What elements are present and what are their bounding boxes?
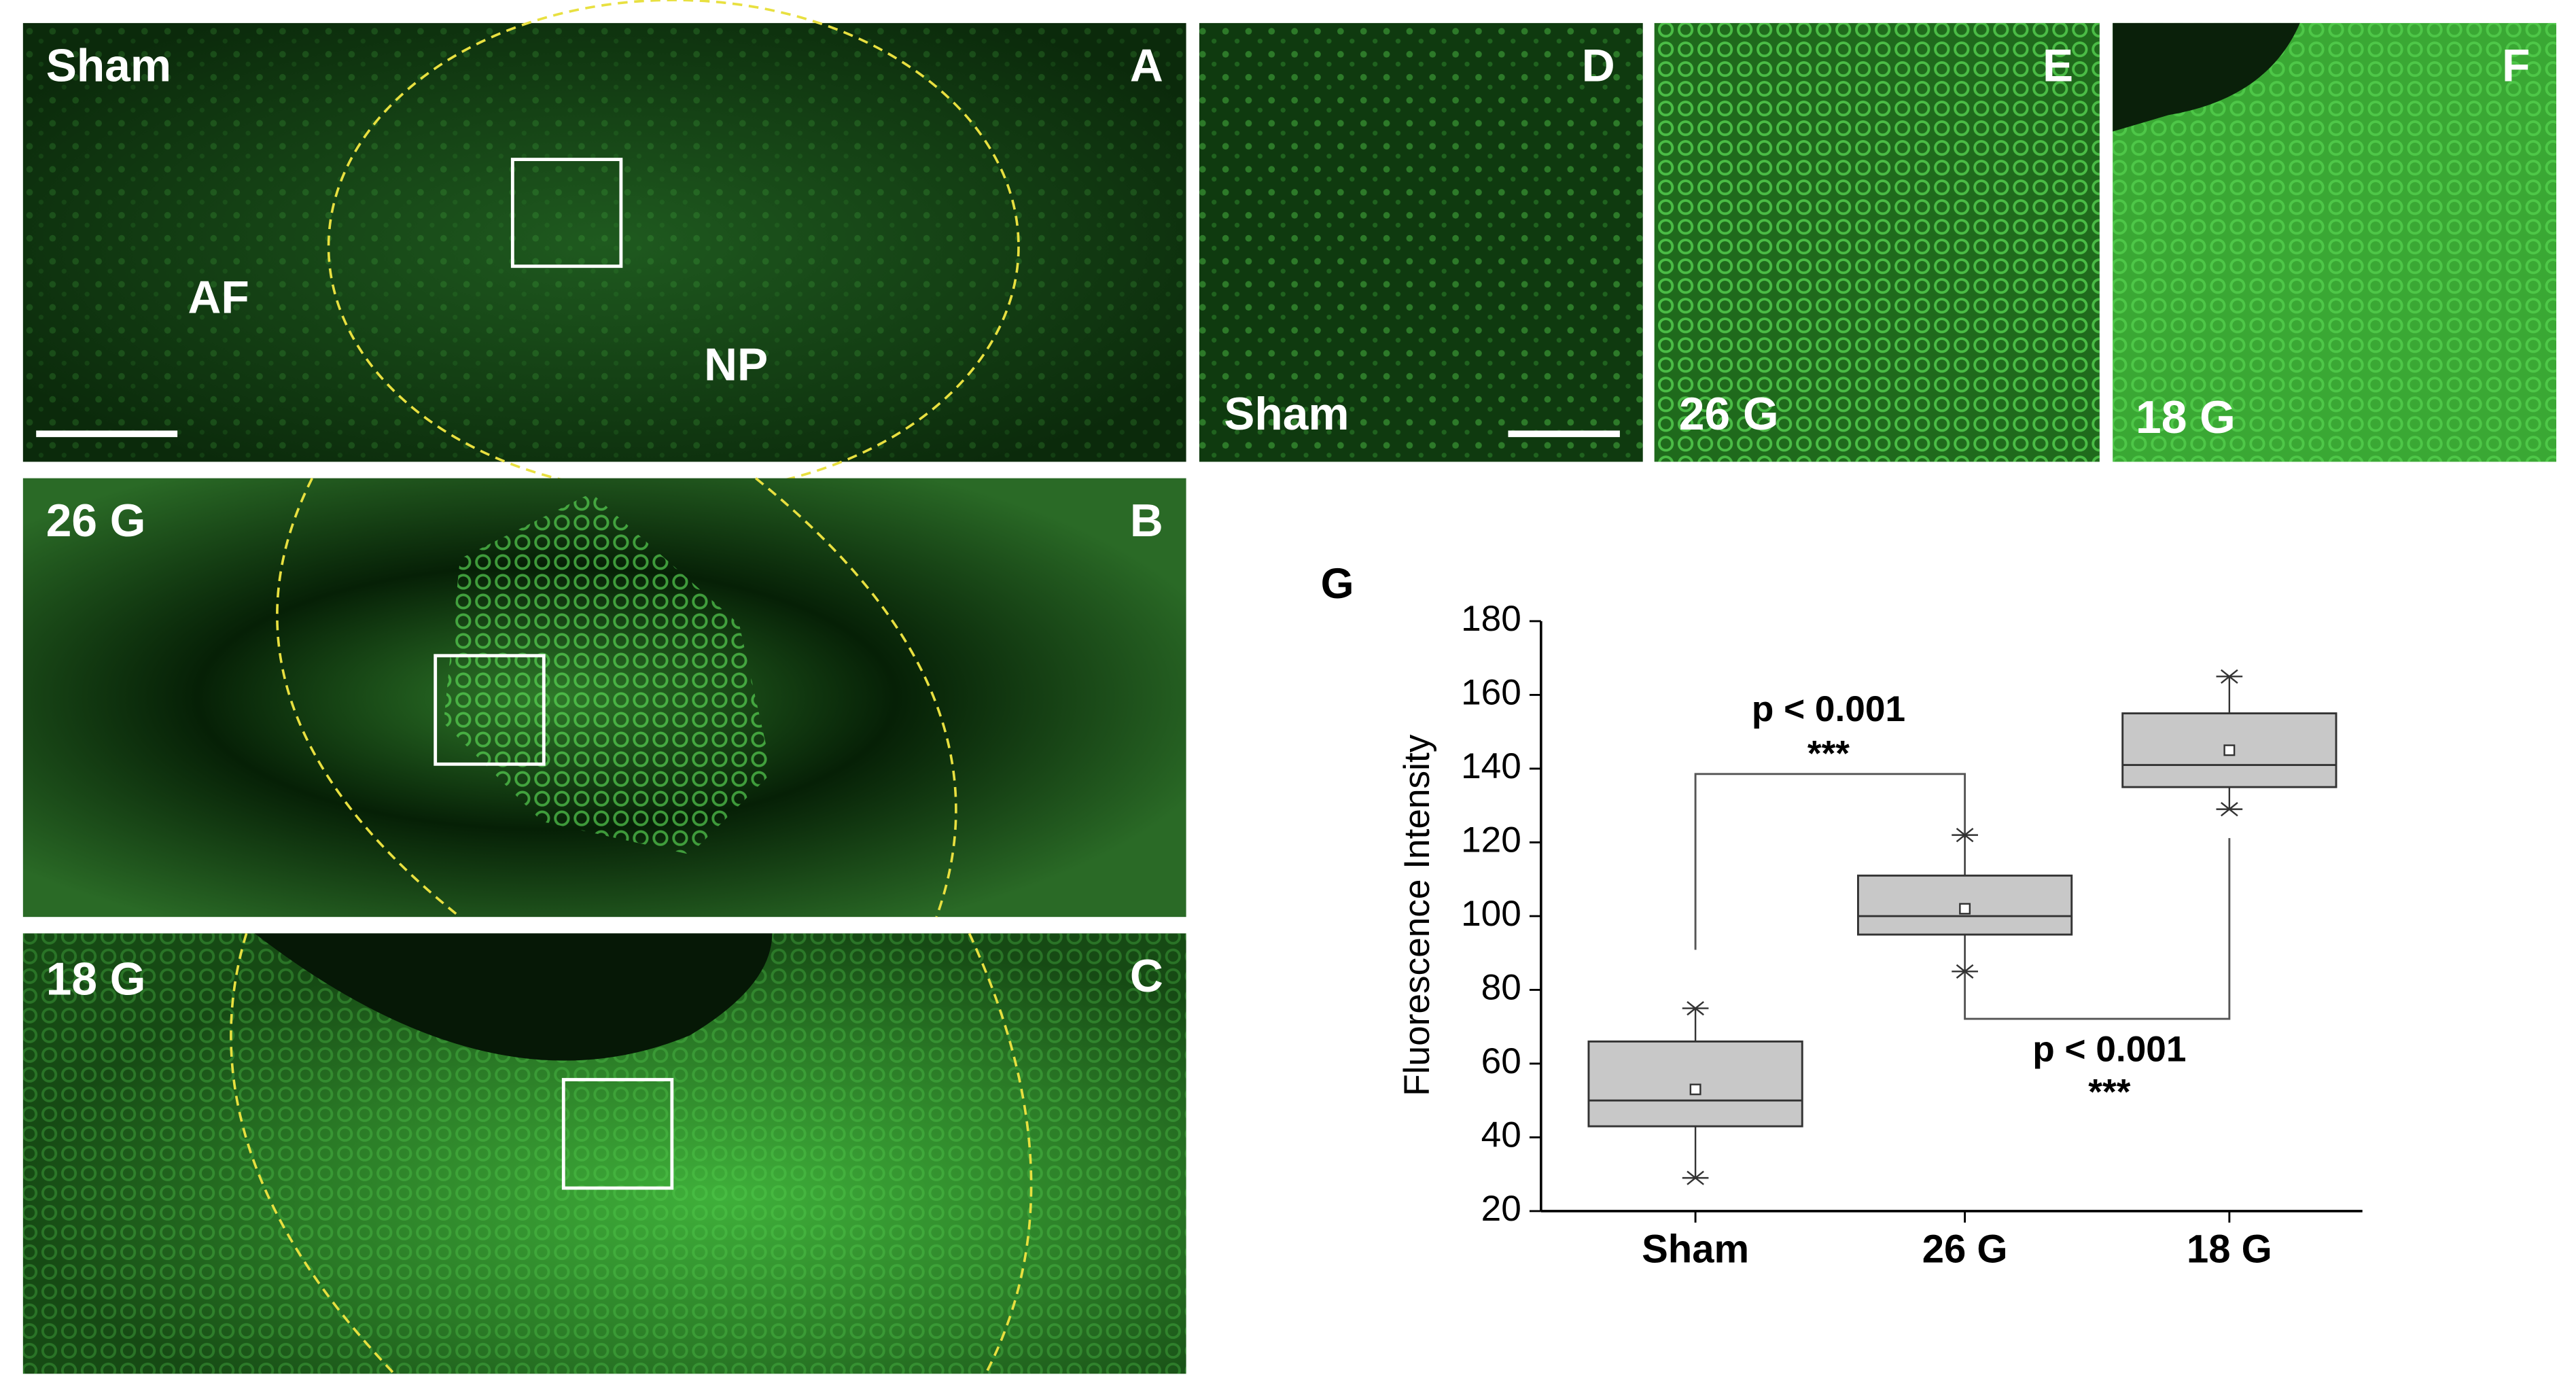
group-label: 18 G [2136, 392, 2236, 443]
x-tick-label: 18 G [2187, 1227, 2272, 1272]
boundary [276, 477, 957, 918]
y-tick-label: 20 [1481, 1189, 1521, 1229]
y-tick-label: 60 [1481, 1041, 1521, 1081]
mean-marker [1689, 1083, 1701, 1096]
annotation: p < 0.001 [2032, 1029, 2186, 1069]
panel-label: E [2043, 40, 2073, 91]
y-tick-label: 120 [1461, 820, 1521, 860]
inset-box [561, 1078, 674, 1190]
x-tick-label: Sham [1642, 1227, 1749, 1272]
panel-label: A [1130, 40, 1163, 91]
group-label: 26 G [1679, 389, 1779, 440]
void [2113, 22, 2300, 132]
panel-label: G [1321, 560, 1354, 608]
y-tick-label: 40 [1481, 1115, 1521, 1155]
region-label: NP [704, 340, 768, 391]
significance-brackets [1694, 773, 2231, 1020]
y-tick-label: 80 [1481, 967, 1521, 1007]
group-label: Sham [1224, 389, 1349, 440]
inset-box [510, 158, 623, 268]
extreme-marker [1687, 1000, 1704, 1016]
y-tick-label: 160 [1461, 673, 1521, 713]
extreme-marker [2221, 802, 2238, 817]
bracket [1694, 773, 1966, 950]
group-label: Sham [46, 40, 171, 91]
inset-box [434, 654, 546, 766]
extreme-marker [1956, 964, 1974, 979]
panel-label: F [2502, 40, 2530, 91]
y-tick-label: 140 [1461, 746, 1521, 786]
texture [1199, 22, 1643, 462]
boundary [230, 932, 1033, 1375]
micrographs [22, 0, 2556, 1375]
mean-marker [1959, 903, 1971, 915]
bracket [1964, 838, 2231, 1020]
panel-label: D [1582, 40, 1615, 91]
texture [1654, 22, 2100, 462]
region-label: AF [188, 272, 249, 323]
extreme-marker [1687, 1170, 1704, 1185]
extreme-marker [2221, 669, 2238, 684]
void [254, 933, 773, 1061]
annotation-stars: *** [2088, 1072, 2130, 1112]
annotation: p < 0.001 [1752, 689, 1905, 729]
group-label: 26 G [46, 495, 146, 546]
x-tick-label: 26 G [1922, 1227, 2008, 1272]
annotation-stars: *** [1807, 733, 1850, 773]
box [1587, 1040, 1803, 1128]
y-axis-label: Fluorescence Intensity [1397, 734, 1437, 1096]
texture [22, 22, 1186, 462]
y-tick-label: 180 [1461, 599, 1521, 639]
panel-label: C [1130, 951, 1163, 1002]
group-label: 18 G [46, 954, 146, 1005]
y-tick-label: 100 [1461, 894, 1521, 934]
mean-marker [2223, 744, 2236, 756]
extreme-marker [1956, 827, 1974, 843]
panel-label: B [1130, 495, 1163, 546]
